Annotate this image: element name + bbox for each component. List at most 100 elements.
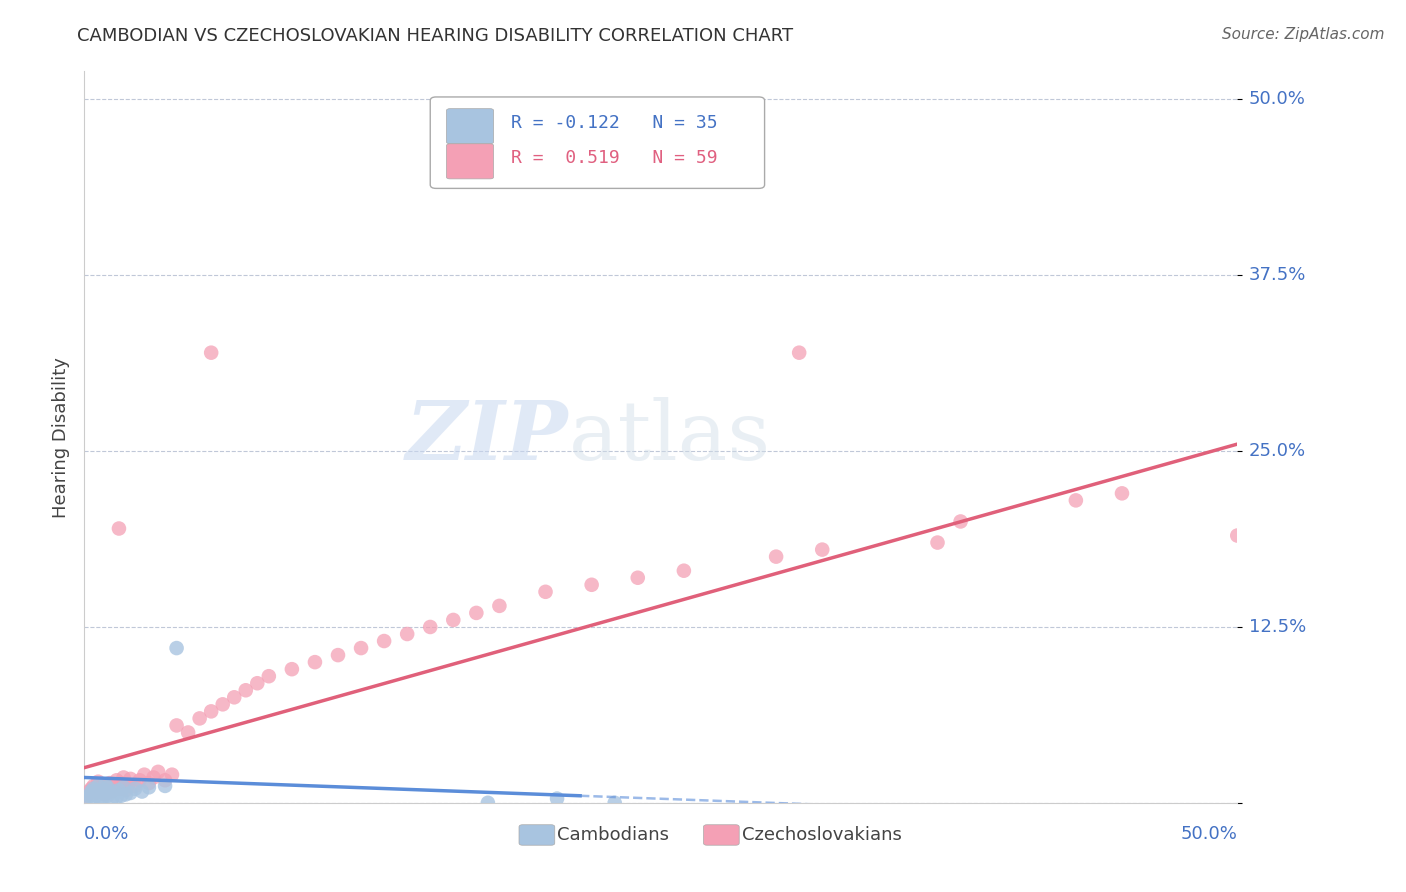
Point (246, 676, 269, 690)
Point (124, 779, 146, 793)
Text: ZIP: ZIP (406, 397, 568, 477)
Point (787, 345, 810, 359)
Point (603, 796, 626, 810)
Point (166, 641, 188, 656)
Point (765, 549, 787, 564)
Point (108, 783, 131, 797)
Point (96, 780, 118, 795)
Point (98, 776, 121, 790)
Point (96, 780, 118, 795)
Point (112, 780, 135, 795)
Point (105, 790, 128, 805)
Point (211, 698, 233, 712)
Point (441, 613, 464, 627)
Point (105, 773, 128, 788)
Point (91, 778, 114, 792)
Point (153, 773, 176, 788)
Point (83, 779, 105, 793)
Point (76, 789, 98, 803)
Point (77, 784, 100, 798)
Point (146, 764, 169, 779)
Point (257, 669, 280, 683)
Point (177, 725, 200, 739)
Point (103, 784, 125, 798)
Point (110, 789, 132, 803)
Text: Czechoslovakians: Czechoslovakians (741, 826, 901, 844)
Point (419, 620, 441, 634)
Point (83, 781, 105, 796)
Point (160, 767, 183, 781)
Point (281, 662, 304, 676)
Point (76, 791, 98, 805)
Point (89, 786, 111, 800)
FancyBboxPatch shape (703, 825, 740, 846)
Point (188, 711, 211, 725)
Point (80, 788, 103, 802)
Point (94, 788, 117, 802)
Point (101, 784, 124, 798)
Point (477, 796, 499, 810)
Point (87, 779, 110, 793)
Point (134, 767, 156, 781)
Point (84, 786, 107, 800)
Point (94, 783, 117, 797)
Point (350, 641, 373, 656)
FancyBboxPatch shape (519, 825, 555, 846)
Point (142, 771, 165, 785)
FancyBboxPatch shape (446, 109, 494, 144)
Point (94, 778, 117, 792)
Point (200, 345, 222, 359)
Point (949, 515, 972, 529)
Point (103, 779, 125, 793)
Point (112, 771, 135, 785)
Point (110, 776, 132, 790)
Text: 12.5%: 12.5% (1249, 618, 1306, 636)
Text: CAMBODIAN VS CZECHOSLOVAKIAN HEARING DISABILITY CORRELATION CHART: CAMBODIAN VS CZECHOSLOVAKIAN HEARING DIS… (77, 27, 793, 45)
Text: R =  0.519   N = 59: R = 0.519 N = 59 (510, 149, 717, 167)
Point (138, 780, 160, 795)
Point (235, 683, 257, 698)
Point (304, 655, 326, 669)
Point (131, 784, 153, 798)
Point (534, 584, 557, 599)
Point (672, 564, 695, 578)
Point (1064, 493, 1087, 508)
Point (77, 789, 100, 803)
Point (115, 788, 138, 802)
Text: Source: ZipAtlas.com: Source: ZipAtlas.com (1222, 27, 1385, 42)
Point (927, 535, 949, 549)
Point (200, 705, 222, 719)
Point (83, 790, 105, 805)
Point (108, 781, 131, 796)
Point (98, 786, 121, 800)
Point (80, 781, 103, 796)
Text: 25.0%: 25.0% (1249, 442, 1306, 460)
Point (488, 599, 510, 613)
Point (153, 779, 176, 793)
Point (124, 781, 146, 796)
Point (581, 578, 603, 592)
Point (166, 718, 188, 732)
Text: 50.0%: 50.0% (1249, 90, 1306, 109)
Point (546, 791, 568, 805)
Point (1111, 486, 1133, 500)
Point (108, 521, 131, 535)
Point (80, 784, 103, 798)
Text: 0.0%: 0.0% (84, 825, 129, 843)
Text: 50.0%: 50.0% (1181, 825, 1237, 843)
FancyBboxPatch shape (446, 144, 494, 179)
Point (120, 786, 142, 800)
Text: atlas: atlas (568, 397, 770, 477)
FancyBboxPatch shape (430, 97, 765, 188)
Point (115, 783, 138, 797)
Point (101, 791, 124, 805)
Point (84, 783, 107, 797)
Point (91, 784, 114, 798)
Point (811, 542, 834, 557)
Text: Cambodians: Cambodians (557, 826, 669, 844)
Point (373, 634, 395, 648)
Y-axis label: Hearing Disability: Hearing Disability (52, 357, 70, 517)
Point (87, 774, 110, 789)
Point (87, 788, 110, 802)
Point (138, 776, 160, 790)
